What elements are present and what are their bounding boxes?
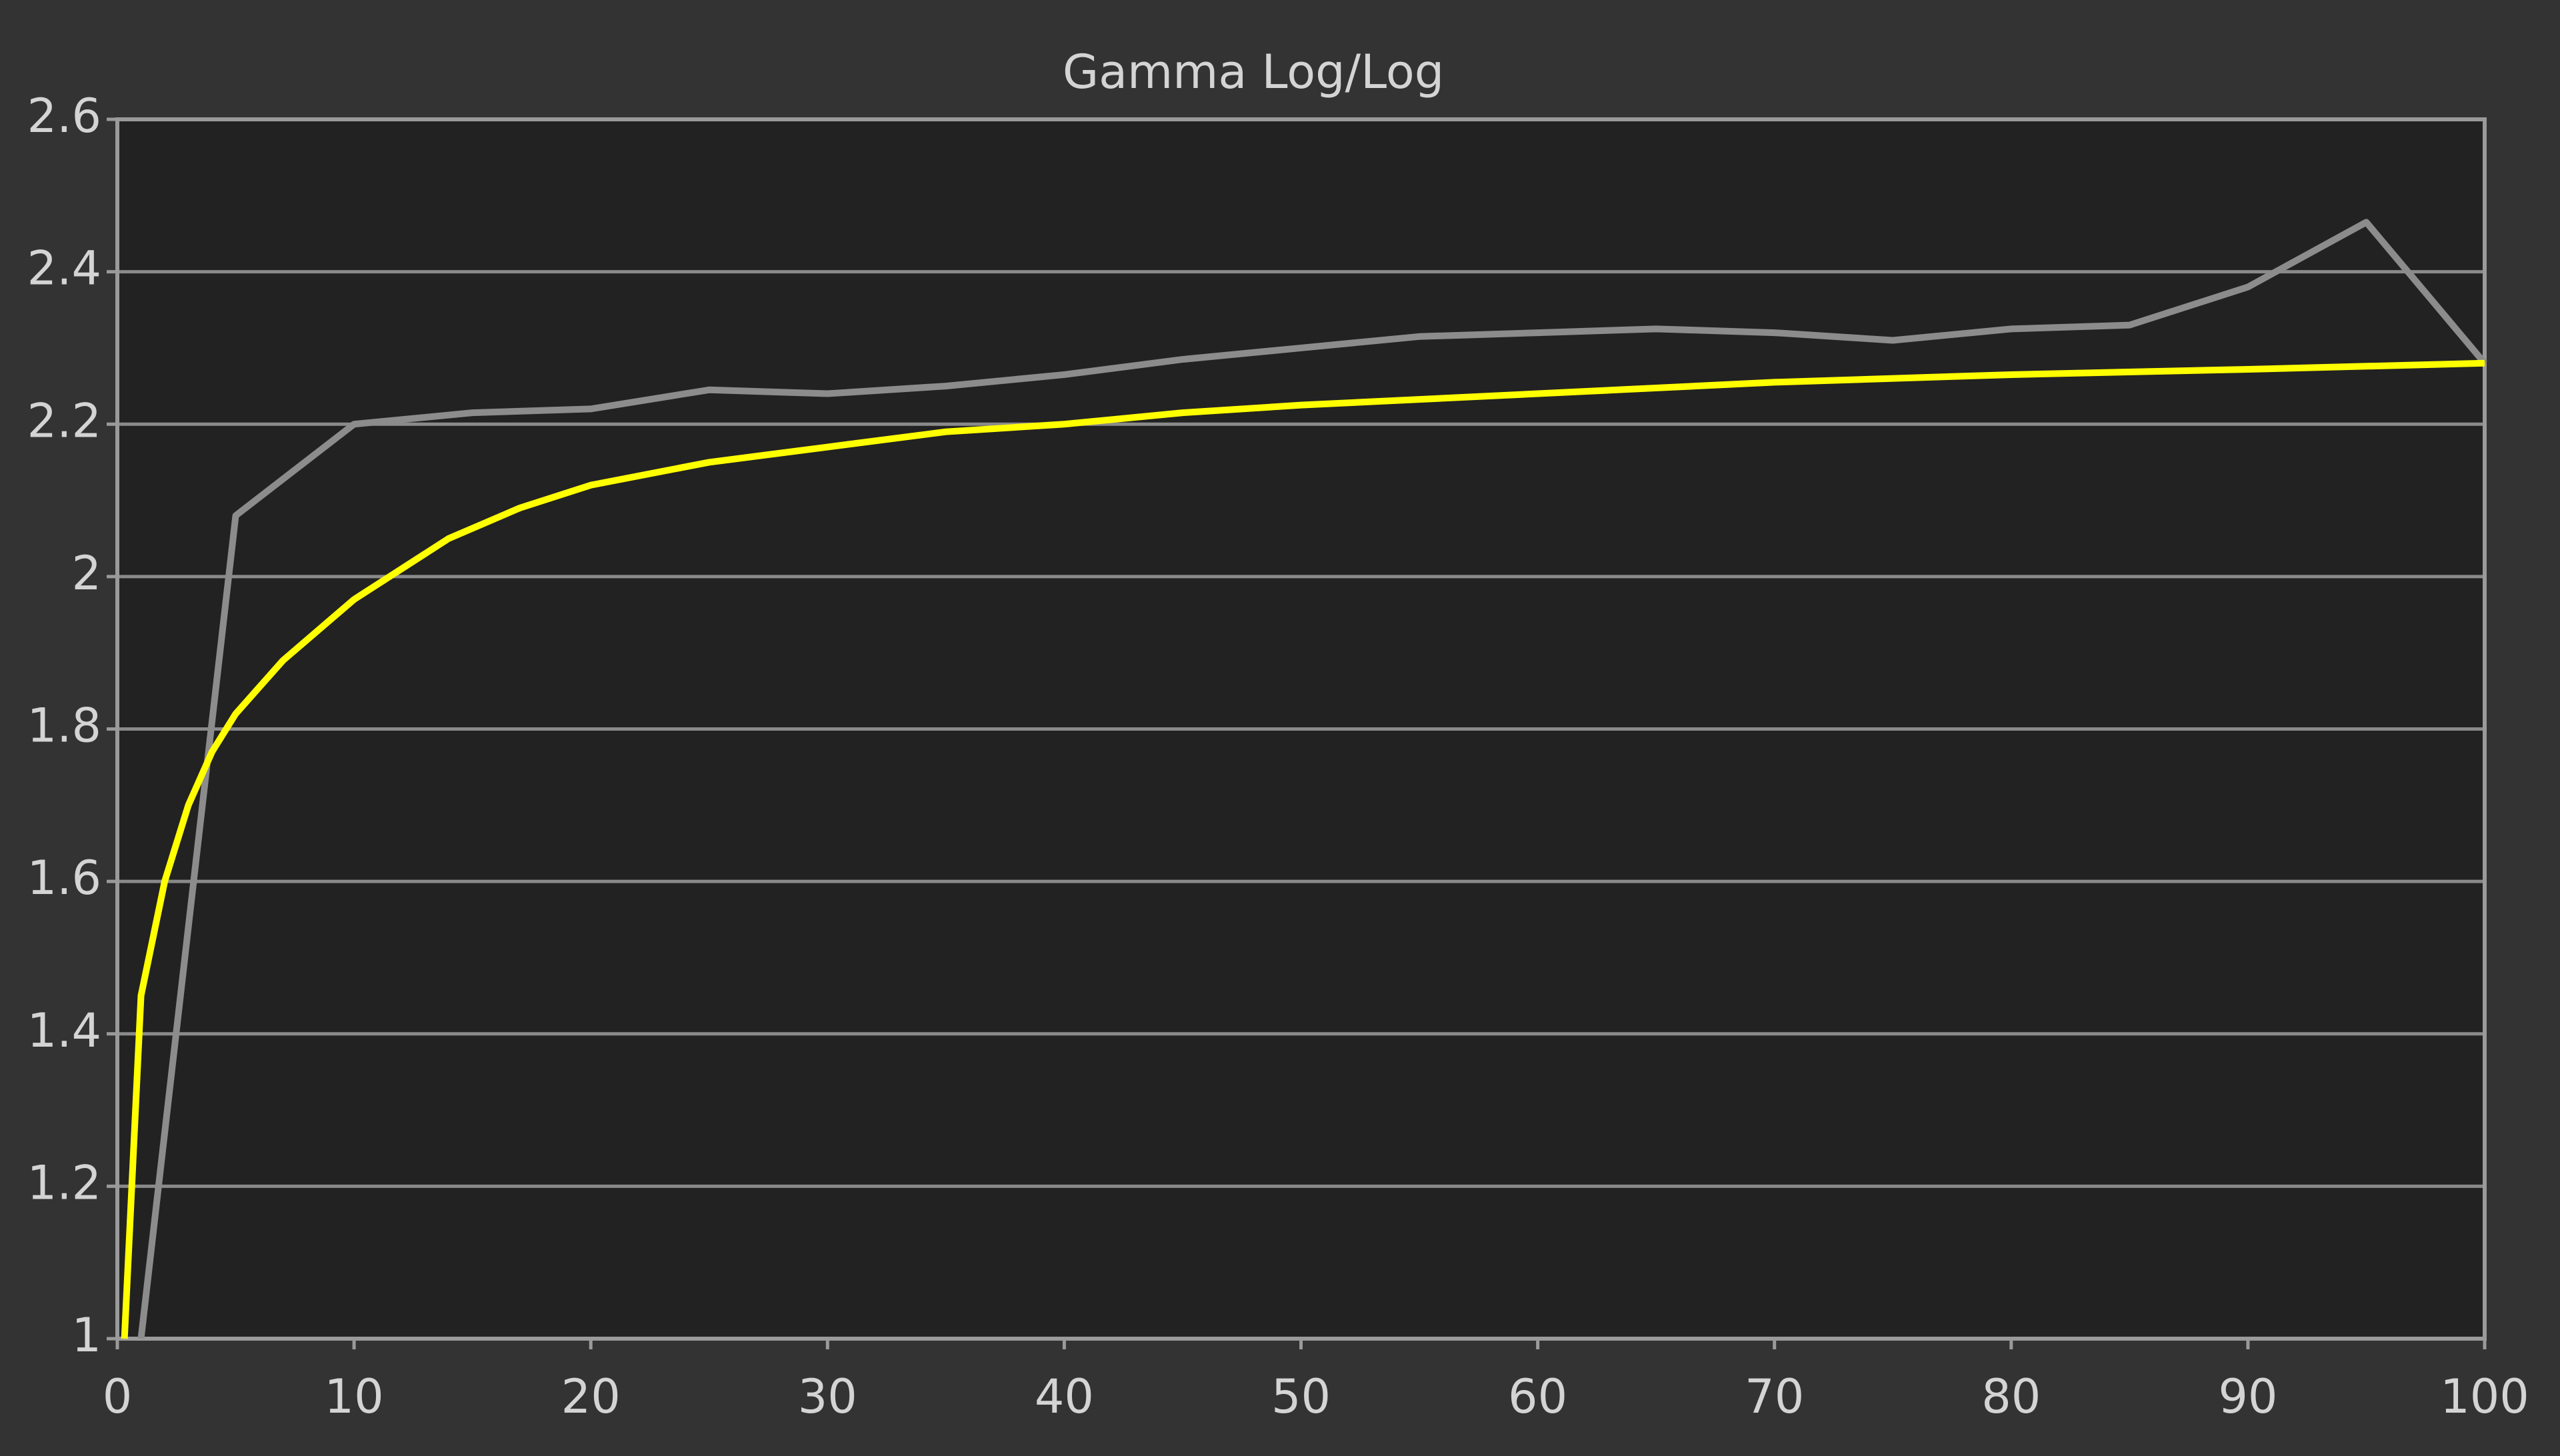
plot-frame [115,117,2487,1341]
y-tick-label: 2.2 [27,393,101,448]
x-tick-label: 40 [1035,1369,1094,1424]
series-line [121,359,2485,1339]
y-tick-label: 1.8 [27,699,101,753]
y-tick-label: 2 [71,546,101,601]
chart-title: Gamma Log/Log [1063,45,1444,99]
x-tick-label: 0 [103,1369,133,1424]
x-tick-label: 100 [2440,1369,2529,1424]
x-tick-label: 30 [798,1369,857,1424]
y-tick-label: 1.4 [27,1003,101,1058]
y-tick-label: 1.2 [27,1155,101,1210]
y-tick-label: 1.6 [27,851,101,905]
x-tick-label: 80 [1981,1369,2041,1424]
x-tick-label: 90 [2218,1369,2277,1424]
x-tick-label: 10 [325,1369,384,1424]
x-tick-label: 70 [1745,1369,1804,1424]
x-tick-label: 50 [1271,1369,1331,1424]
x-tick-label: 60 [1508,1369,1567,1424]
y-tick-label: 2.4 [27,241,101,296]
x-tick-label: 20 [561,1369,621,1424]
series-line [137,219,2487,1339]
y-tick-label: 1 [71,1308,101,1363]
y-tick-label: 2.6 [27,89,101,143]
